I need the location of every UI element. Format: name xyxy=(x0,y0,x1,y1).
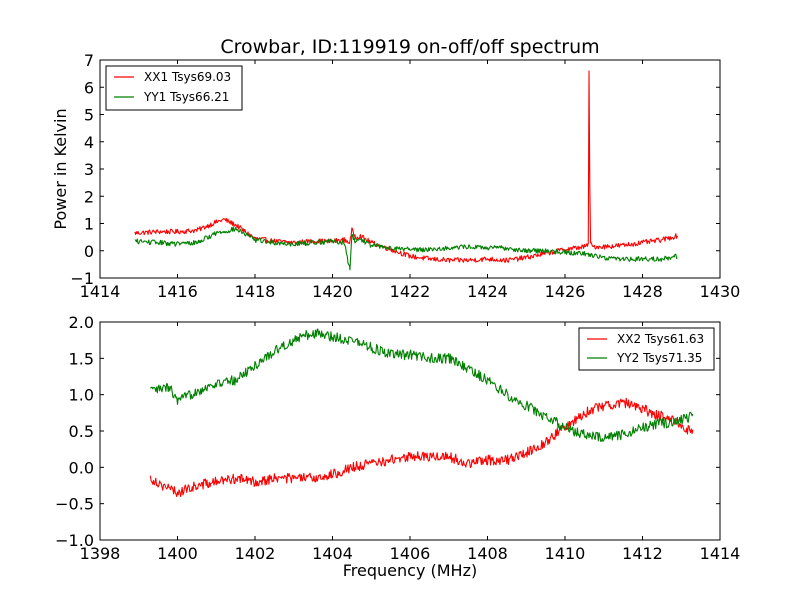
bottom-x-tick-label: 1414 xyxy=(700,544,741,563)
top-y-tick-label: 5 xyxy=(84,106,94,125)
top-y-tick-label: 1 xyxy=(84,215,94,234)
bottom-x-tick-label: 1410 xyxy=(545,544,586,563)
top-y-tick-label: 3 xyxy=(84,160,94,179)
bottom-legend-label-yy2: YY2 Tsys71.35 xyxy=(616,351,702,365)
top-legend-label-xx1: XX1 Tsys69.03 xyxy=(144,70,231,84)
top-legend-label-yy1: YY1 Tsys66.21 xyxy=(143,90,229,104)
bottom-x-tick-label: 1398 xyxy=(80,544,121,563)
top-series-line-yy xyxy=(134,226,678,271)
bottom-x-tick-label: 1402 xyxy=(235,544,276,563)
top-plot-frame xyxy=(99,59,721,279)
bottom-x-tick-label: 1412 xyxy=(622,544,663,563)
top-x-tick-label: 1416 xyxy=(157,282,198,301)
top-y-tick-label: 4 xyxy=(84,133,94,152)
top-subplot: Crowbar, ID:119919 on-off/off spectrum P… xyxy=(51,36,740,301)
bottom-series-line-xx xyxy=(149,397,694,498)
bottom-series-line-yy xyxy=(149,328,694,442)
top-x-tick-label: 1418 xyxy=(235,282,276,301)
bottom-x-tick-label: 1408 xyxy=(467,544,508,563)
chart-title: Crowbar, ID:119919 on-off/off spectrum xyxy=(220,36,599,58)
bottom-legend: XX2 Tsys61.63 YY2 Tsys71.35 xyxy=(578,327,715,371)
bottom-subplot: Frequency (MHz) 1398 1400 1402 1404 1406 1408… xyxy=(55,313,740,580)
top-y-tick-label: 2 xyxy=(84,187,94,206)
top-legend: XX1 Tsys69.03 YY1 Tsys66.21 xyxy=(105,65,243,111)
top-x-tick-label: 1428 xyxy=(622,282,663,301)
bottom-y-tick-label: 1.5 xyxy=(69,349,94,368)
y-axis-label: Power in Kelvin xyxy=(51,108,70,229)
bottom-y-tick-label: 1.0 xyxy=(69,386,94,405)
bottom-y-tick-label: 0.0 xyxy=(69,458,94,477)
top-x-tick-label: 1430 xyxy=(700,282,741,301)
bottom-x-tick-label: 1400 xyxy=(157,544,198,563)
bottom-y-tick-label: 0.5 xyxy=(69,422,94,441)
bottom-x-tick-label: 1406 xyxy=(390,544,431,563)
x-axis-label: Frequency (MHz) xyxy=(343,561,477,580)
top-x-tick-label: 1426 xyxy=(545,282,586,301)
top-y-tick-label: 6 xyxy=(84,78,94,97)
top-y-tick-label: −1 xyxy=(70,269,94,288)
bottom-y-tick-label: −0.5 xyxy=(55,495,94,514)
top-x-tick-label: 1424 xyxy=(467,282,508,301)
top-x-tick-label: 1414 xyxy=(80,282,121,301)
bottom-x-tick-label: 1404 xyxy=(312,544,353,563)
bottom-legend-box xyxy=(578,327,715,371)
top-series-line-xx xyxy=(134,70,678,263)
bottom-y-tick-label: −1.0 xyxy=(55,531,94,550)
top-legend-box xyxy=(105,65,243,111)
bottom-y-tick-label: 2.0 xyxy=(69,313,94,332)
top-y-tick-label: 7 xyxy=(84,51,94,70)
bottom-plot-frame xyxy=(99,321,721,541)
top-y-tick-label: 0 xyxy=(84,242,94,261)
top-x-tick-label: 1422 xyxy=(390,282,431,301)
bottom-legend-label-xx2: XX2 Tsys61.63 xyxy=(617,332,704,346)
top-x-tick-label: 1420 xyxy=(312,282,353,301)
